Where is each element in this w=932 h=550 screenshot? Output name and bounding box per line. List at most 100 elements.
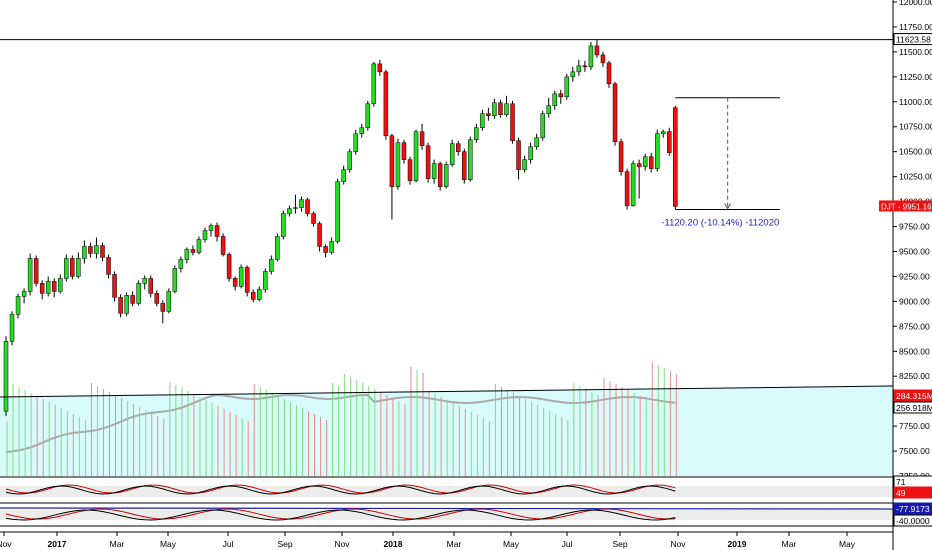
osc2-band [0, 510, 893, 520]
price-tick-label: 8500.00 [899, 346, 930, 356]
candle-body [33, 258, 39, 284]
time-tick-label: May [503, 539, 520, 549]
volume-bars [6, 362, 677, 476]
volume-label-2: 256.918M [896, 403, 932, 413]
candle-body [208, 225, 214, 231]
candle-body [431, 163, 437, 179]
candle-body [636, 163, 642, 167]
time-tick-label: Sep [277, 539, 292, 549]
candle-body [462, 151, 467, 180]
candle-body [154, 293, 159, 304]
candle-body [419, 131, 425, 146]
candle-body [510, 103, 515, 141]
candle-body [45, 281, 51, 294]
last-price-box [879, 200, 932, 212]
candle-body [401, 142, 407, 160]
candle-body [118, 297, 123, 314]
candle-body [564, 76, 570, 98]
price-tick-label: 11500.00 [899, 47, 932, 57]
candle-body [112, 274, 117, 298]
price-tick-label: 7500.00 [899, 446, 930, 456]
candle-body [335, 181, 340, 242]
candle-body [64, 258, 69, 279]
candle-body [486, 113, 491, 117]
candle-body [588, 45, 594, 68]
candle-body [492, 102, 497, 117]
candle-body [359, 127, 365, 134]
candle-body [546, 105, 551, 115]
price-tick-label: 10750.00 [899, 122, 932, 132]
volume-panel [0, 386, 893, 476]
time-tick-label: Mar [447, 539, 462, 549]
candle-body [347, 151, 352, 170]
candle-body [582, 65, 588, 68]
candle-body [311, 213, 316, 224]
candle-body [449, 143, 455, 165]
osc2-black-line [5, 509, 676, 521]
price-tick-label: 12000.00 [899, 0, 932, 7]
candle-body [106, 257, 111, 275]
candle-body [383, 71, 389, 136]
candle-body [612, 83, 618, 142]
candle-body [196, 239, 202, 253]
price-labels: 11623.58 DJT - 9951.16 284.315M 256.918M 714… [879, 33, 932, 527]
candle-body [642, 156, 648, 167]
osc1-label-1: 71 [896, 477, 906, 487]
candle-body [425, 145, 431, 179]
price-tick-label: 10500.00 [899, 147, 932, 157]
price-tick-label: 7750.00 [899, 421, 930, 431]
price-tick-label: 9000.00 [899, 296, 930, 306]
candle-body [220, 236, 226, 255]
time-tick-label: 2019 [728, 539, 747, 549]
candle-body [250, 292, 256, 300]
resistance-value-label-box [893, 33, 932, 46]
time-tick-label: Mar [782, 539, 797, 549]
candle-body [329, 241, 334, 253]
price-tick-label: 10250.00 [899, 172, 932, 182]
candle-body [275, 236, 280, 260]
time-tick-label: Sep [612, 539, 627, 549]
time-tick-label: Mar [110, 539, 125, 549]
candle-body [594, 45, 600, 56]
candle-body [178, 259, 184, 269]
volume-trend-line [0, 385, 894, 398]
volume-label-1: 284.315M [896, 391, 932, 401]
volume-label-1-box [893, 389, 932, 402]
candle-body [576, 65, 582, 73]
candle-body [21, 291, 27, 297]
candle-body [70, 258, 75, 277]
volume-area [0, 386, 893, 476]
candle-body [184, 249, 190, 260]
time-tick-label: May [160, 539, 177, 549]
candle-body [552, 93, 557, 107]
volume-label-2-box [893, 401, 932, 414]
price-tick-label: 11000.00 [899, 97, 932, 107]
price-tick-label: 9750.00 [899, 222, 930, 232]
candle-body [413, 131, 419, 181]
candle-body [142, 278, 147, 284]
candle-body [528, 146, 533, 160]
time-tick-label: 2018 [384, 539, 403, 549]
candle-body [148, 278, 153, 294]
osc1-label-2-box [893, 486, 932, 499]
candle-body [82, 246, 87, 259]
candle-body [323, 246, 328, 253]
candle-body [299, 199, 304, 208]
time-tick-label: Nov [0, 539, 12, 549]
osc2-label-2: -40.0000 [896, 516, 930, 526]
candle-body [3, 341, 9, 412]
candle-body [287, 208, 292, 214]
candle-body [480, 113, 485, 128]
candle-body [166, 291, 172, 312]
candle-body [654, 133, 660, 169]
candle-body [226, 254, 232, 279]
time-tick-label: Jul [223, 539, 234, 549]
candle-body [9, 314, 15, 342]
osc2-label-1: -77.9173 [896, 504, 930, 514]
resistance-value-label: 11623.58 [896, 35, 931, 45]
last-price-label: DJT - 9951.16 [881, 202, 932, 211]
price-tick-label: 11250.00 [899, 72, 932, 82]
candle-body [88, 246, 93, 254]
candle-body [407, 159, 413, 181]
candle-body [281, 213, 286, 237]
